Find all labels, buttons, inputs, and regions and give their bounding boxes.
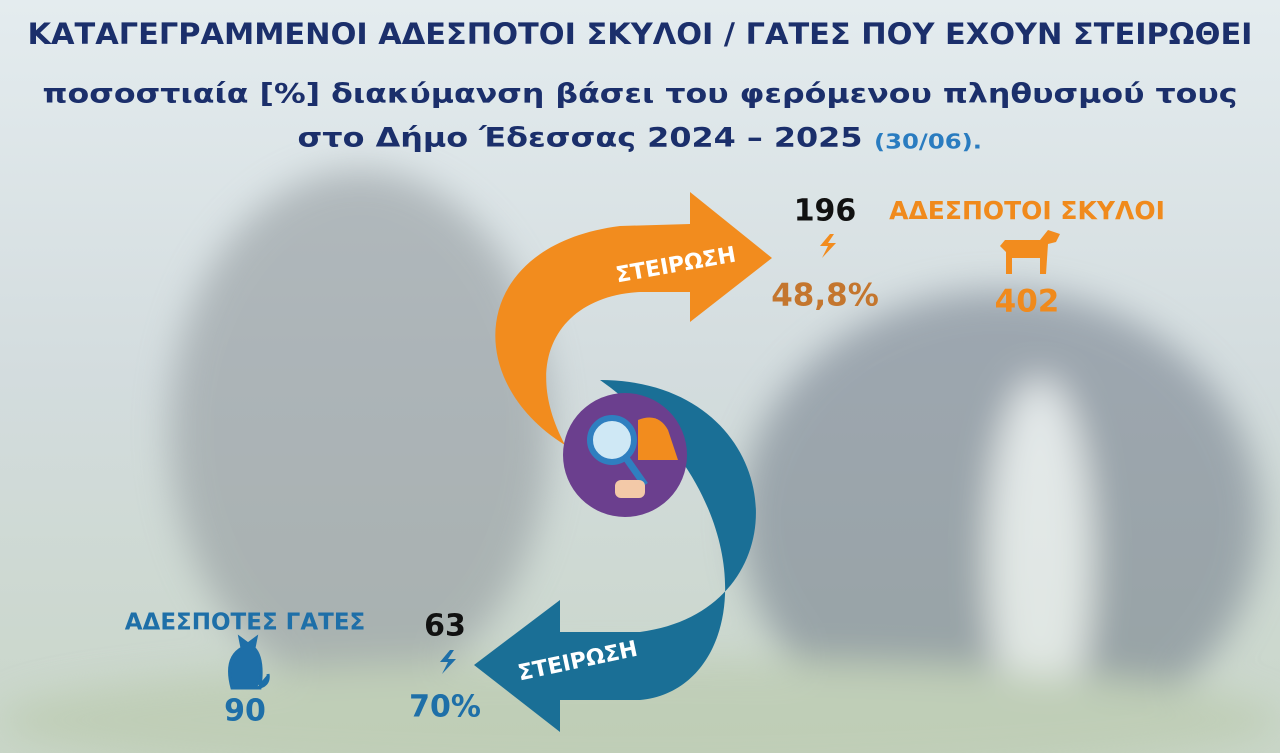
dogs-label: ΑΔΕΣΠΟΤΟΙ ΣΚΥΛΟΙ (889, 196, 1165, 225)
cats-sterilized: 63 (424, 609, 466, 644)
background-photo (0, 170, 1280, 753)
title: ΚΑΤΑΓΕΓΡΑΜΜΕΝΟΙ ΑΔΕΣΠΟΤΟΙ ΣΚΥΛΟΙ / ΓΑΤΕΣ… (28, 17, 1253, 51)
dogs-sterilized: 196 (794, 194, 857, 229)
cats-total: 90 (224, 694, 266, 729)
cat-icon (228, 634, 270, 690)
subtitle: στο Δήμο Έδεσσας 2024 – 2025 (298, 123, 863, 154)
arrow-icon (820, 234, 836, 258)
dog-arrow (495, 192, 772, 445)
dog-icon (1000, 230, 1060, 274)
cats-percent: 70% (409, 690, 481, 725)
dogs-total: 402 (995, 284, 1060, 320)
arrow-icon (440, 650, 456, 674)
subtitle: ποσοστιαία [%] διακύμανση βάσει του φερό… (43, 79, 1238, 110)
cats-label: ΑΔΕΣΠΟΤΕΣ ΓΑΤΕΣ (125, 610, 366, 636)
cat-arrow (474, 380, 756, 732)
center-icon (563, 393, 687, 517)
dogs-percent: 48,8% (771, 278, 879, 314)
date-note: (30/06). (874, 130, 982, 154)
